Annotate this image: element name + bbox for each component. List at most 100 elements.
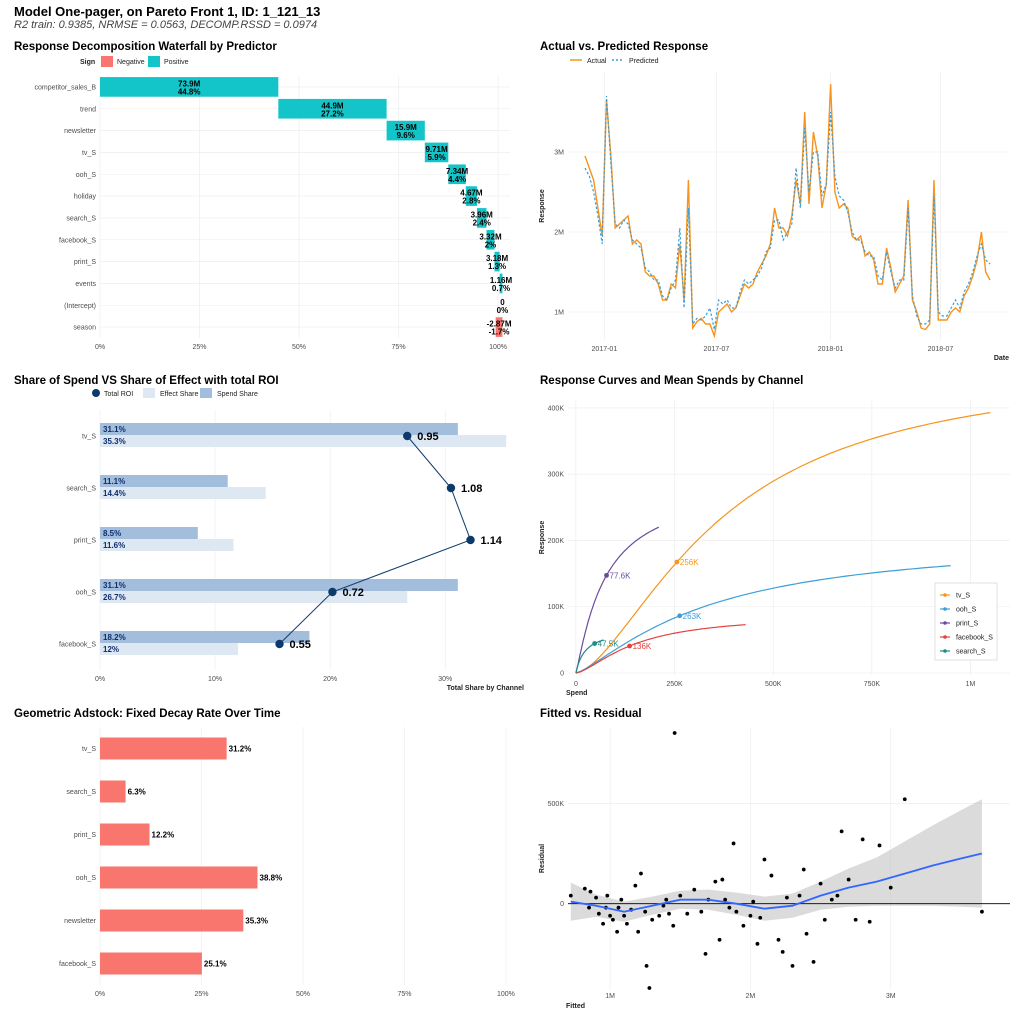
- curves-legend-dot: [943, 593, 947, 597]
- share-y-tick: search_S: [66, 486, 96, 493]
- resid-point: [811, 959, 816, 964]
- share-spend-label: 11.1%: [103, 477, 125, 486]
- avp-legend-predicted: Predicted: [629, 58, 659, 65]
- waterfall-y-tick: trend: [80, 106, 96, 113]
- waterfall-value-label: 1.16M: [490, 276, 513, 285]
- waterfall-legend-negative-swatch: [101, 56, 113, 67]
- share-spend-bar: [100, 631, 310, 643]
- adstock-value-label: 31.2%: [229, 745, 252, 754]
- waterfall-bar: [465, 186, 477, 206]
- waterfall-value-label: 3.96M: [471, 210, 494, 219]
- resid-point: [605, 893, 610, 898]
- resid-point: [647, 986, 652, 990]
- resid-point: [650, 917, 655, 922]
- waterfall-bar: [486, 229, 495, 250]
- actual-vs-predicted-chart: Actual vs. Predicted Response Actual Predi…: [539, 41, 1010, 362]
- fitted-vs-residual-chart: Fitted vs. Residual 0 500K 1M 2M 3M Fitted Resi…: [539, 708, 1010, 1010]
- share-legend-roi: Total ROI: [104, 391, 133, 398]
- resid-point: [601, 921, 605, 926]
- waterfall-pct-label: -1.7%: [489, 328, 510, 337]
- waterfall-pct-label: 2%: [485, 240, 497, 249]
- curves-title: Response Curves and Mean Spends by Chann…: [540, 375, 803, 387]
- resid-point: [644, 964, 649, 968]
- resid-point: [678, 893, 683, 898]
- curves-mean-point-ooh_S: [677, 613, 683, 619]
- share-spend-effect-chart: Share of Spend VS Share of Effect with t…: [14, 375, 524, 692]
- curves-mean-point-search_S: [592, 641, 598, 646]
- share-roi-label: 1.08: [461, 483, 482, 495]
- adstock-chart: Geometric Adstock: Fixed Decay Rate Over…: [14, 708, 515, 998]
- resid-point: [867, 919, 872, 924]
- resid-point: [713, 879, 718, 884]
- waterfall-title: Response Decomposition Waterfall by Pred…: [14, 41, 277, 53]
- resid-point: [717, 937, 722, 942]
- adstock-bar: [100, 823, 150, 846]
- share-effect-label: 12%: [103, 645, 119, 654]
- curves-mean-label-tv_S: 256K: [680, 558, 699, 567]
- resid-point: [776, 937, 781, 942]
- curves-line-facebook_S: [575, 624, 746, 674]
- resid-point: [762, 857, 767, 862]
- avp-legend-actual: Actual: [587, 58, 607, 65]
- waterfall-bar: [499, 273, 503, 294]
- resid-point: [616, 905, 621, 910]
- resid-x-label: Fitted: [566, 1003, 585, 1010]
- curves-legend-dot: [943, 607, 947, 611]
- page-title: Model One-pager, on Pareto Front 1, ID: …: [14, 4, 321, 19]
- waterfall-bar: [424, 142, 449, 163]
- curves-mean-point-print_S: [604, 572, 609, 578]
- resid-point: [636, 929, 641, 934]
- waterfall-y-tick: print_S: [74, 259, 97, 266]
- waterfall-y-tick: season: [73, 325, 96, 332]
- curves-mean-point-facebook_S: [627, 643, 632, 649]
- curves-legend-item: search_S: [956, 649, 986, 656]
- waterfall-y-tick: search_S: [66, 215, 96, 222]
- waterfall-x-tick: 25%: [193, 344, 207, 351]
- share-legend-spend-swatch: [200, 388, 212, 398]
- share-y-tick: tv_S: [82, 434, 96, 441]
- resid-y-tick: 0: [560, 901, 564, 908]
- resid-point: [667, 911, 671, 916]
- waterfall-legend-positive-swatch: [148, 56, 160, 67]
- resid-x-tick: 1M: [605, 993, 615, 1000]
- curves-x-tick: 1M: [966, 681, 976, 688]
- curves-legend-item: facebook_S: [956, 635, 993, 642]
- resid-point: [784, 895, 789, 900]
- resid-point: [685, 911, 690, 916]
- share-roi-label: 0.72: [342, 587, 363, 599]
- share-spend-label: 31.1%: [103, 425, 126, 434]
- resid-x-tick: 3M: [886, 993, 896, 1000]
- resid-point: [633, 883, 638, 888]
- waterfall-pct-label: 44.8%: [178, 87, 201, 96]
- waterfall-x-tick: 75%: [392, 344, 406, 351]
- curves-x-tick: 0: [574, 681, 578, 688]
- adstock-title: Geometric Adstock: Fixed Decay Rate Over…: [14, 708, 281, 720]
- share-x-tick: 30%: [438, 676, 452, 683]
- resid-point: [611, 917, 615, 922]
- curves-y-tick: 200K: [548, 538, 565, 545]
- curves-mean-label-search_S: 47.5K: [598, 640, 620, 649]
- resid-point: [877, 843, 882, 848]
- waterfall-pct-label: 1.3%: [488, 262, 506, 271]
- curves-legend-item: print_S: [956, 621, 979, 628]
- resid-point: [860, 837, 865, 842]
- resid-y-tick: 500K: [548, 801, 565, 808]
- avp-y-tick: 3M: [554, 150, 564, 157]
- resid-point: [699, 909, 704, 914]
- waterfall-x-tick: 100%: [489, 344, 507, 351]
- resid-point: [748, 913, 753, 918]
- avp-title: Actual vs. Predicted Response: [540, 41, 708, 53]
- waterfall-y-tick: tv_S: [82, 150, 96, 157]
- share-effect-bar: [100, 539, 234, 551]
- curves-mean-label-print_S: 77.6K: [610, 571, 632, 580]
- share-roi-point: [466, 535, 475, 545]
- share-roi-label: 1.14: [481, 535, 503, 547]
- share-spend-bar: [100, 527, 198, 539]
- resid-point: [818, 881, 823, 886]
- adstock-x-tick: 0%: [95, 991, 105, 998]
- waterfall-pct-label: 5.9%: [427, 153, 445, 162]
- waterfall-y-tick: facebook_S: [59, 237, 96, 244]
- adstock-x-tick: 100%: [497, 991, 515, 998]
- share-roi-point: [275, 639, 284, 649]
- curves-legend-dot: [943, 649, 947, 653]
